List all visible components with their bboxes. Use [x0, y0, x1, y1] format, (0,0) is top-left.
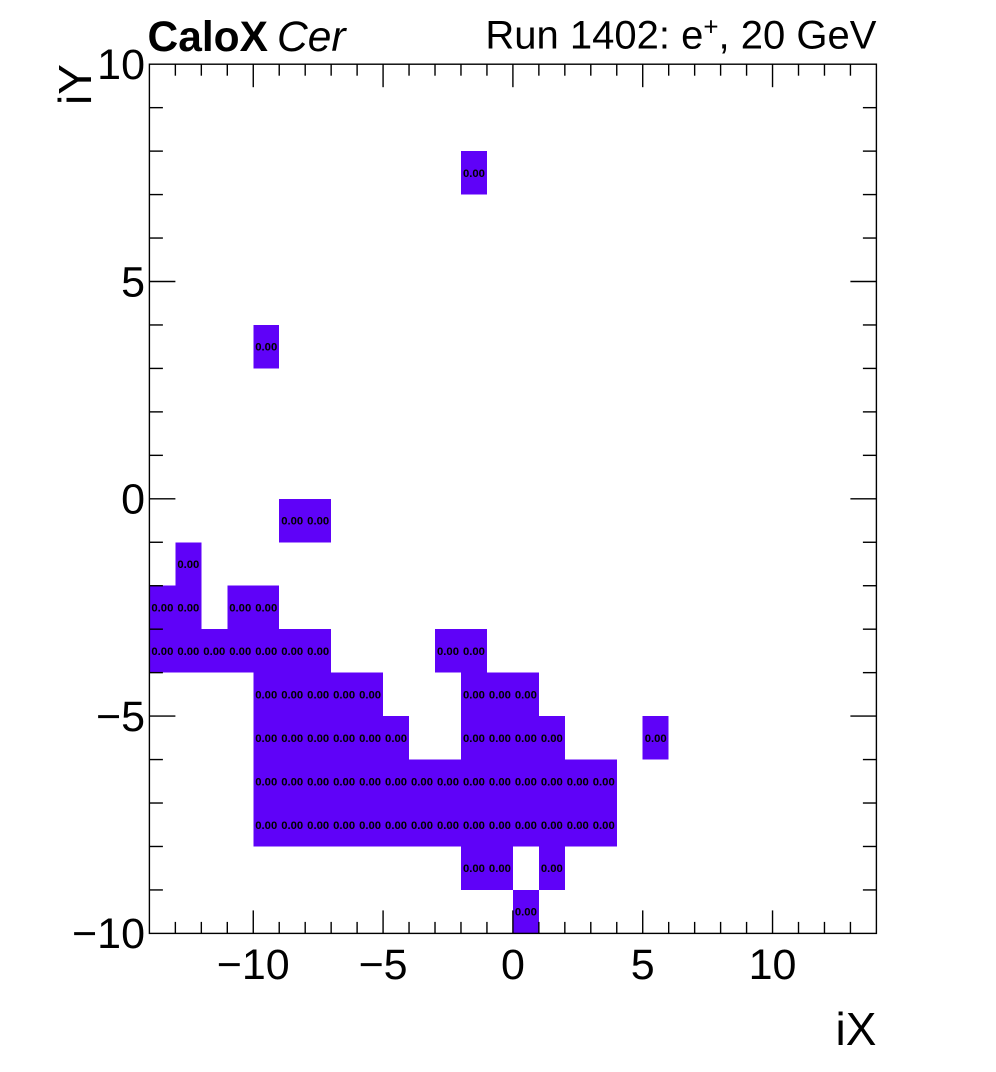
svg-text:iY: iY	[49, 64, 101, 105]
svg-text:0.00: 0.00	[489, 733, 511, 745]
svg-text:0.00: 0.00	[255, 689, 277, 701]
svg-text:0.00: 0.00	[255, 646, 277, 658]
svg-text:0.00: 0.00	[307, 646, 329, 658]
svg-text:0.00: 0.00	[307, 733, 329, 745]
svg-text:0.00: 0.00	[281, 776, 303, 788]
svg-text:5: 5	[631, 941, 655, 989]
svg-text:CaloX: CaloX	[148, 14, 268, 61]
svg-text:0.00: 0.00	[463, 689, 485, 701]
svg-text:0.00: 0.00	[359, 776, 381, 788]
svg-text:0.00: 0.00	[463, 820, 485, 832]
svg-text:0.00: 0.00	[489, 689, 511, 701]
svg-text:0.00: 0.00	[515, 820, 537, 832]
svg-text:0.00: 0.00	[541, 863, 563, 875]
svg-text:Run 1402: e+, 20 GeV: Run 1402: e+, 20 GeV	[485, 12, 876, 58]
svg-text:0.00: 0.00	[437, 776, 459, 788]
svg-text:0.00: 0.00	[255, 820, 277, 832]
svg-text:0.00: 0.00	[541, 820, 563, 832]
svg-text:0.00: 0.00	[307, 516, 329, 528]
svg-text:0.00: 0.00	[541, 733, 563, 745]
svg-text:0.00: 0.00	[281, 646, 303, 658]
svg-text:0.00: 0.00	[645, 733, 667, 745]
svg-text:0: 0	[121, 476, 145, 524]
svg-text:Cer: Cer	[277, 14, 347, 61]
svg-text:−5: −5	[96, 693, 145, 741]
svg-text:0.00: 0.00	[177, 602, 199, 614]
svg-text:0.00: 0.00	[229, 602, 251, 614]
svg-text:0.00: 0.00	[489, 820, 511, 832]
svg-text:0.00: 0.00	[177, 559, 199, 571]
svg-text:0.00: 0.00	[359, 689, 381, 701]
svg-text:0.00: 0.00	[359, 820, 381, 832]
svg-text:0.00: 0.00	[333, 776, 355, 788]
svg-text:0.00: 0.00	[255, 776, 277, 788]
svg-text:0.00: 0.00	[307, 689, 329, 701]
svg-text:5: 5	[121, 258, 145, 306]
svg-text:0.00: 0.00	[255, 342, 277, 354]
svg-text:−10: −10	[217, 941, 290, 989]
svg-text:0.00: 0.00	[281, 516, 303, 528]
svg-text:10: 10	[97, 41, 145, 89]
svg-text:0.00: 0.00	[541, 776, 563, 788]
svg-text:0.00: 0.00	[385, 733, 407, 745]
svg-text:−5: −5	[359, 941, 408, 989]
svg-text:0.00: 0.00	[281, 820, 303, 832]
svg-text:0.00: 0.00	[359, 733, 381, 745]
svg-text:0.00: 0.00	[255, 602, 277, 614]
svg-text:0.00: 0.00	[333, 820, 355, 832]
svg-text:0.00: 0.00	[203, 646, 225, 658]
svg-text:0.00: 0.00	[307, 820, 329, 832]
svg-text:0.00: 0.00	[463, 646, 485, 658]
svg-text:0.00: 0.00	[567, 776, 589, 788]
svg-text:0.00: 0.00	[437, 646, 459, 658]
svg-text:0.00: 0.00	[385, 820, 407, 832]
svg-text:−10: −10	[72, 910, 145, 958]
svg-text:0.00: 0.00	[463, 168, 485, 180]
svg-text:0.00: 0.00	[515, 733, 537, 745]
svg-text:0.00: 0.00	[593, 776, 615, 788]
svg-text:0.00: 0.00	[281, 689, 303, 701]
svg-text:0.00: 0.00	[281, 733, 303, 745]
svg-text:0.00: 0.00	[307, 776, 329, 788]
svg-text:0.00: 0.00	[515, 689, 537, 701]
svg-text:0.00: 0.00	[255, 733, 277, 745]
svg-text:0.00: 0.00	[515, 776, 537, 788]
svg-text:0.00: 0.00	[333, 689, 355, 701]
svg-text:0.00: 0.00	[437, 820, 459, 832]
svg-text:iX: iX	[835, 1003, 876, 1055]
svg-text:10: 10	[749, 941, 797, 989]
svg-text:0.00: 0.00	[515, 907, 537, 919]
svg-text:0.00: 0.00	[151, 602, 173, 614]
svg-text:0.00: 0.00	[177, 646, 199, 658]
svg-text:0.00: 0.00	[229, 646, 251, 658]
svg-text:0.00: 0.00	[463, 733, 485, 745]
svg-text:0.00: 0.00	[463, 863, 485, 875]
svg-text:0.00: 0.00	[333, 733, 355, 745]
svg-text:0.00: 0.00	[593, 820, 615, 832]
svg-text:0.00: 0.00	[567, 820, 589, 832]
svg-text:0.00: 0.00	[489, 776, 511, 788]
svg-text:0.00: 0.00	[385, 776, 407, 788]
svg-text:0.00: 0.00	[411, 820, 433, 832]
svg-text:0.00: 0.00	[411, 776, 433, 788]
svg-text:0: 0	[501, 941, 525, 989]
svg-text:0.00: 0.00	[151, 646, 173, 658]
svg-text:0.00: 0.00	[463, 776, 485, 788]
svg-text:0.00: 0.00	[489, 863, 511, 875]
